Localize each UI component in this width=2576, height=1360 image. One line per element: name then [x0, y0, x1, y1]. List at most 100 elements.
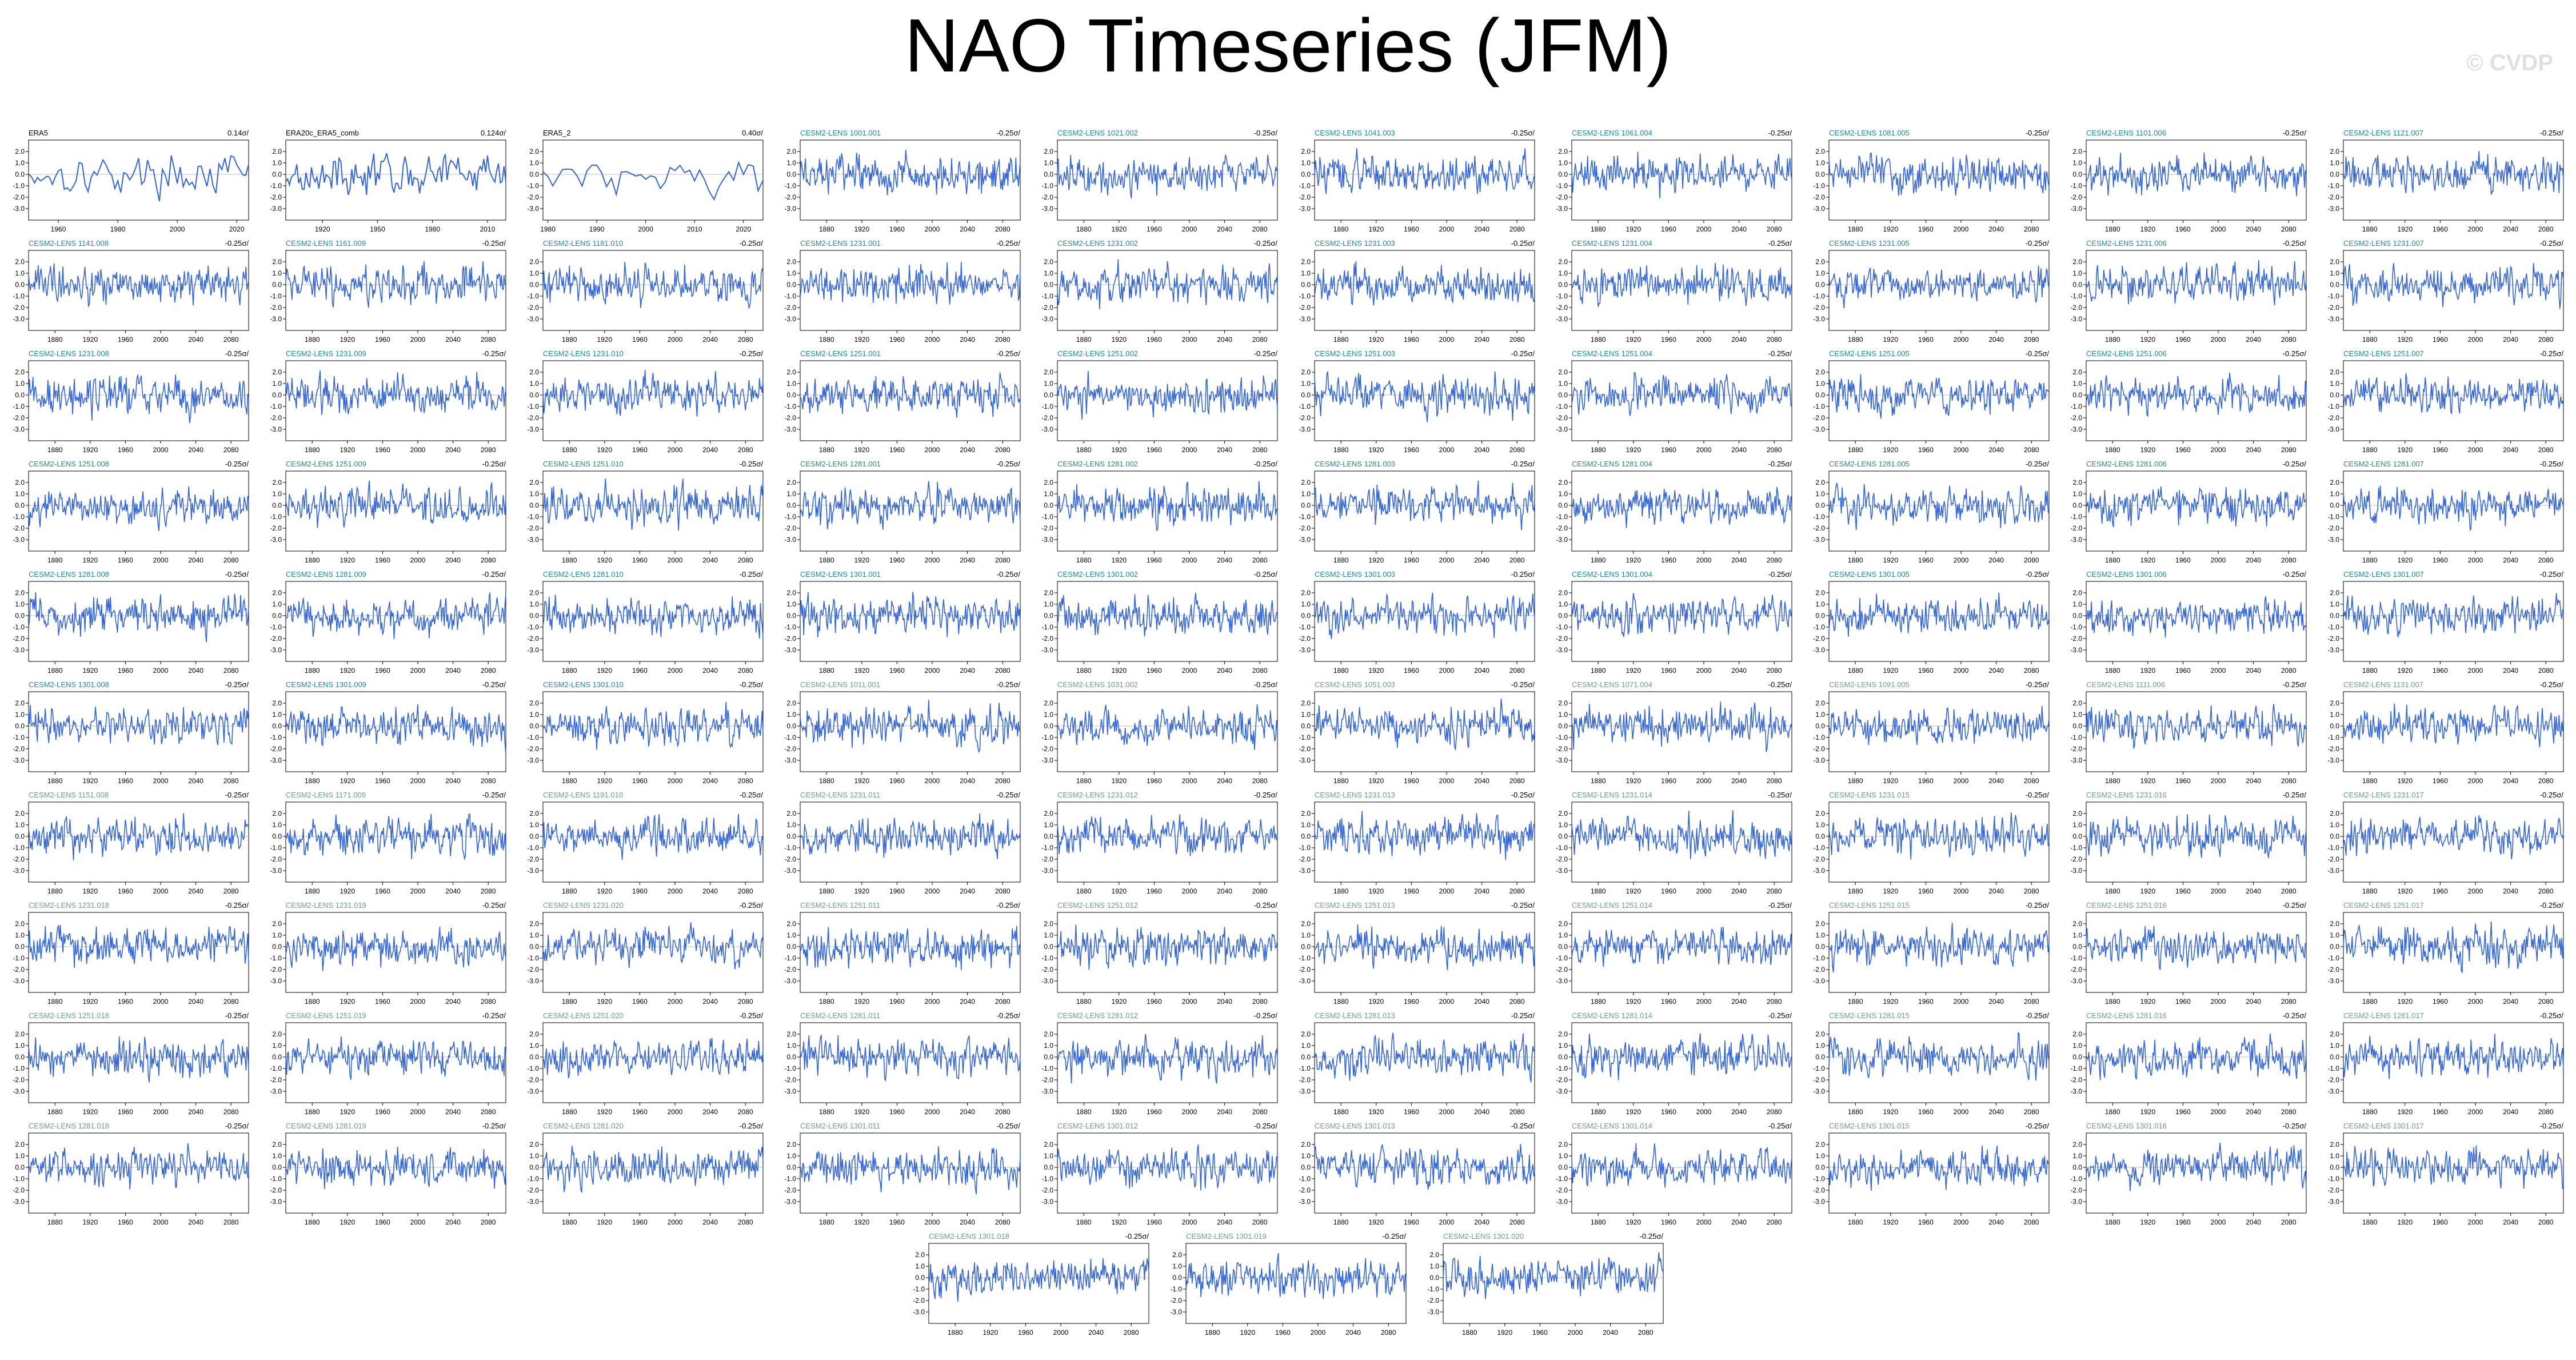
y-tick-label: 0.0 [2330, 832, 2339, 840]
y-tick-label: 1.0 [786, 159, 796, 167]
x-tick-label: 2000 [410, 887, 426, 895]
x-tick-label: 1960 [632, 667, 648, 675]
panel-frame [1314, 470, 1535, 552]
y-tick-label: 1.0 [786, 490, 796, 498]
x-tick-label: 1880 [47, 1218, 63, 1226]
nao-series-line [1828, 592, 2050, 637]
panel-frame [2343, 581, 2564, 662]
panel: CESM2-LENS 1301.014 -0.25σ/2.01.00.0-1.0-… [1556, 1122, 1792, 1226]
x-tick-label: 2000 [1954, 667, 1969, 675]
x-tick-label: 2010 [480, 225, 496, 233]
panel-title: CESM2-LENS 1251.015 [1829, 901, 1910, 910]
panel-trend-label: -0.25σ/ [997, 460, 1021, 468]
panel: CESM2-LENS 1251.004 -0.25σ/2.01.00.0-1.0-… [1556, 349, 1792, 454]
y-tick-label: -1.0 [2327, 623, 2339, 631]
x-tick-label: 2040 [960, 998, 975, 1006]
y-tick-label: 1.0 [786, 711, 796, 719]
y-tick-label: -1.0 [527, 182, 539, 190]
y-tick-label: 1.0 [786, 1152, 796, 1160]
x-tick-label: 2040 [1474, 887, 1489, 895]
panel: CESM2-LENS 1251.012 -0.25σ/2.01.00.0-1.0-… [1041, 901, 1278, 1006]
panel: CESM2-LENS 1231.018 -0.25σ/2.01.00.0-1.0-… [13, 901, 249, 1006]
panel: CESM2-LENS 1091.005 -0.25σ/2.01.00.0-1.0-… [1813, 680, 2050, 785]
nao-series-line [2343, 703, 2564, 748]
panel-trend-label: -0.25σ/ [1511, 129, 1535, 137]
panel: CESM2-LENS 1281.010 -0.25σ/2.01.00.0-1.0-… [527, 570, 764, 675]
x-tick-label: 1880 [47, 556, 63, 564]
panel-title: CESM2-LENS 1181.010 [543, 239, 623, 248]
x-tick-label: 2080 [2281, 1108, 2297, 1116]
panel-frame [1571, 360, 1792, 441]
panel-trend-label: -0.25σ/ [1511, 680, 1535, 689]
x-tick-label: 2080 [2024, 336, 2039, 344]
y-tick-label: -2.0 [1041, 414, 1053, 422]
x-tick-label: 1960 [375, 998, 390, 1006]
y-tick-label: -3.0 [784, 1087, 796, 1095]
y-tick-label: -2.0 [527, 414, 539, 422]
x-tick-label: 2080 [2538, 556, 2554, 564]
panel-title: CESM2-LENS 1231.020 [543, 901, 624, 910]
x-tick-label: 1920 [2140, 556, 2155, 564]
x-tick-label: 1920 [1368, 336, 1384, 344]
x-tick-label: 1920 [1368, 1218, 1384, 1226]
panel-title: CESM2-LENS 1051.003 [1315, 680, 1395, 689]
y-tick-label: 2.0 [1044, 368, 1053, 376]
y-tick-label: -2.0 [1813, 855, 1825, 863]
panel: CESM2-LENS 1301.018 -0.25σ/2.01.00.0-1.0-… [913, 1232, 1149, 1337]
panel-frame [2343, 470, 2564, 552]
y-tick-label: -3.0 [2070, 205, 2082, 213]
y-tick-label: -1.0 [2327, 182, 2339, 190]
y-tick-label: 2.0 [2072, 1140, 2082, 1148]
panel-title: CESM2-LENS 1301.004 [1572, 570, 1652, 579]
nao-series-line [285, 370, 506, 415]
y-tick-label: 1.0 [1558, 490, 1568, 498]
x-tick-label: 1960 [1532, 1329, 1548, 1337]
panel-title: CESM2-LENS 1251.019 [286, 1011, 366, 1020]
panel-title: CESM2-LENS 1301.002 [1057, 570, 1138, 579]
panel-title: CESM2-LENS 1031.002 [1057, 680, 1138, 689]
panel-title: CESM2-LENS 1301.017 [2343, 1122, 2424, 1130]
y-tick-label: 2.0 [1301, 478, 1311, 486]
panel-frame [1828, 360, 2050, 441]
y-tick-label: -3.0 [13, 205, 25, 213]
panel: CESM2-LENS 1131.007 -0.25σ/2.01.00.0-1.0-… [2327, 680, 2564, 785]
panel-frame [1057, 912, 1278, 993]
y-tick-label: -2.0 [1299, 745, 1311, 753]
panel-title: CESM2-LENS 1281.017 [2343, 1011, 2424, 1020]
panel-trend-label: -0.25σ/ [1511, 570, 1535, 579]
x-tick-label: 2040 [1217, 446, 1232, 454]
nao-series-line [1828, 922, 2050, 973]
x-tick-label: 1920 [854, 446, 869, 454]
y-tick-label: -3.0 [1813, 977, 1825, 985]
y-tick-label: 1.0 [1558, 1042, 1568, 1050]
x-tick-label: 2040 [702, 1218, 718, 1226]
y-tick-label: -1.0 [270, 733, 282, 741]
x-tick-label: 1920 [82, 887, 98, 895]
x-tick-label: 1960 [1147, 1218, 1162, 1226]
nao-series-line [2343, 593, 2564, 637]
y-tick-label: 0.0 [272, 170, 282, 178]
nao-series-line [1314, 261, 1535, 306]
y-tick-label: -1.0 [270, 182, 282, 190]
x-tick-label: 2080 [2024, 667, 2039, 675]
x-tick-label: 1920 [2397, 1108, 2413, 1116]
y-tick-label: -3.0 [13, 867, 25, 875]
y-tick-label: -3.0 [270, 1087, 282, 1095]
panel-trend-label: -0.25σ/ [482, 1122, 506, 1130]
y-tick-label: -1.0 [2070, 954, 2082, 962]
y-tick-label: -3.0 [527, 867, 539, 875]
y-tick-label: 2.0 [1558, 478, 1568, 486]
x-tick-label: 2080 [2538, 998, 2554, 1006]
y-tick-label: 0.0 [1301, 943, 1311, 951]
y-tick-label: -2.0 [1813, 524, 1825, 532]
nao-series-line [1571, 593, 1792, 637]
x-tick-label: 1960 [2175, 998, 2191, 1006]
x-tick-label: 2040 [1988, 446, 2004, 454]
y-tick-label: 0.0 [2072, 832, 2082, 840]
y-tick-label: -2.0 [1299, 1076, 1311, 1084]
nao-series-line [1185, 1253, 1407, 1299]
y-tick-label: 0.0 [1044, 1053, 1053, 1061]
y-tick-label: 1.0 [1301, 380, 1311, 388]
y-tick-label: -3.0 [13, 977, 25, 985]
x-tick-label: 2040 [188, 446, 203, 454]
